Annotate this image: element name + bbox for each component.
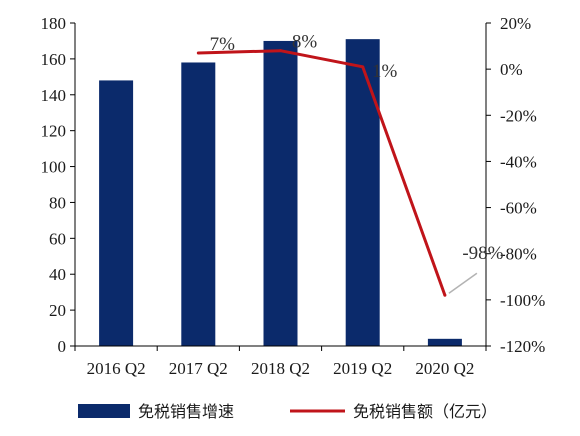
bar (181, 62, 216, 346)
legend-line-label: 免税销售额（亿元） (353, 402, 497, 421)
line-data-label: 1% (372, 61, 398, 82)
x-axis-category-label: 2019 Q2 (333, 359, 392, 378)
legend: 免税销售增速 免税销售额（亿元） (78, 402, 497, 421)
left-axis-tick-label: 40 (49, 265, 66, 284)
left-axis-tick-label: 140 (41, 86, 67, 105)
line-point (361, 65, 365, 69)
data-label-leader (448, 272, 478, 294)
line-point (443, 293, 447, 297)
right-axis-tick-label: 0% (500, 60, 523, 79)
x-axis-category-label: 2020 Q2 (415, 359, 474, 378)
bar (345, 39, 380, 347)
left-axis-tick-label: 160 (41, 50, 67, 69)
right-axis-tick-label: -100% (500, 291, 545, 310)
right-axis-tick-label: -120% (500, 337, 545, 356)
line-data-label: 7% (210, 34, 236, 55)
right-axis-tick-label: -60% (500, 199, 537, 218)
ticks-layer: 0 20 40 60 80 100 120 140 160 180 20% 0% -20% -40% -60… (41, 14, 546, 378)
left-axis-tick-label: 0 (58, 337, 67, 356)
x-axis-category-label: 2018 Q2 (251, 359, 310, 378)
line-point (196, 51, 200, 55)
bars-layer (99, 39, 462, 347)
left-axis-tick-label: 120 (41, 122, 67, 141)
axes-layer (74, 23, 487, 347)
data-labels-layer: 7% 8% 1% -98% (210, 32, 504, 294)
left-axis-tick-label: 60 (49, 229, 66, 248)
line-series-path (198, 49, 447, 296)
left-axis-tick-label: 80 (49, 193, 66, 212)
bar (263, 40, 298, 346)
left-axis-tick-label: 20 (49, 301, 66, 320)
right-axis-tick-label: -80% (500, 245, 537, 264)
right-axis-tick-label: 20% (500, 14, 531, 33)
line-data-label: 8% (292, 32, 318, 53)
right-axis-tick-label: -40% (500, 152, 537, 171)
line-data-label: -98% (462, 243, 503, 264)
bar (427, 338, 462, 346)
line-point (279, 49, 282, 53)
x-axis-category-label: 2017 Q2 (169, 359, 228, 378)
bar (99, 80, 134, 346)
left-axis-tick-label: 100 (41, 158, 67, 177)
legend-bar-swatch (78, 404, 130, 418)
right-axis-tick-label: -20% (500, 106, 537, 125)
legend-bar-label: 免税销售增速 (138, 402, 234, 421)
x-axis-category-label: 2016 Q2 (87, 359, 146, 378)
left-axis-tick-label: 180 (41, 14, 67, 33)
line-layer (196, 49, 447, 297)
